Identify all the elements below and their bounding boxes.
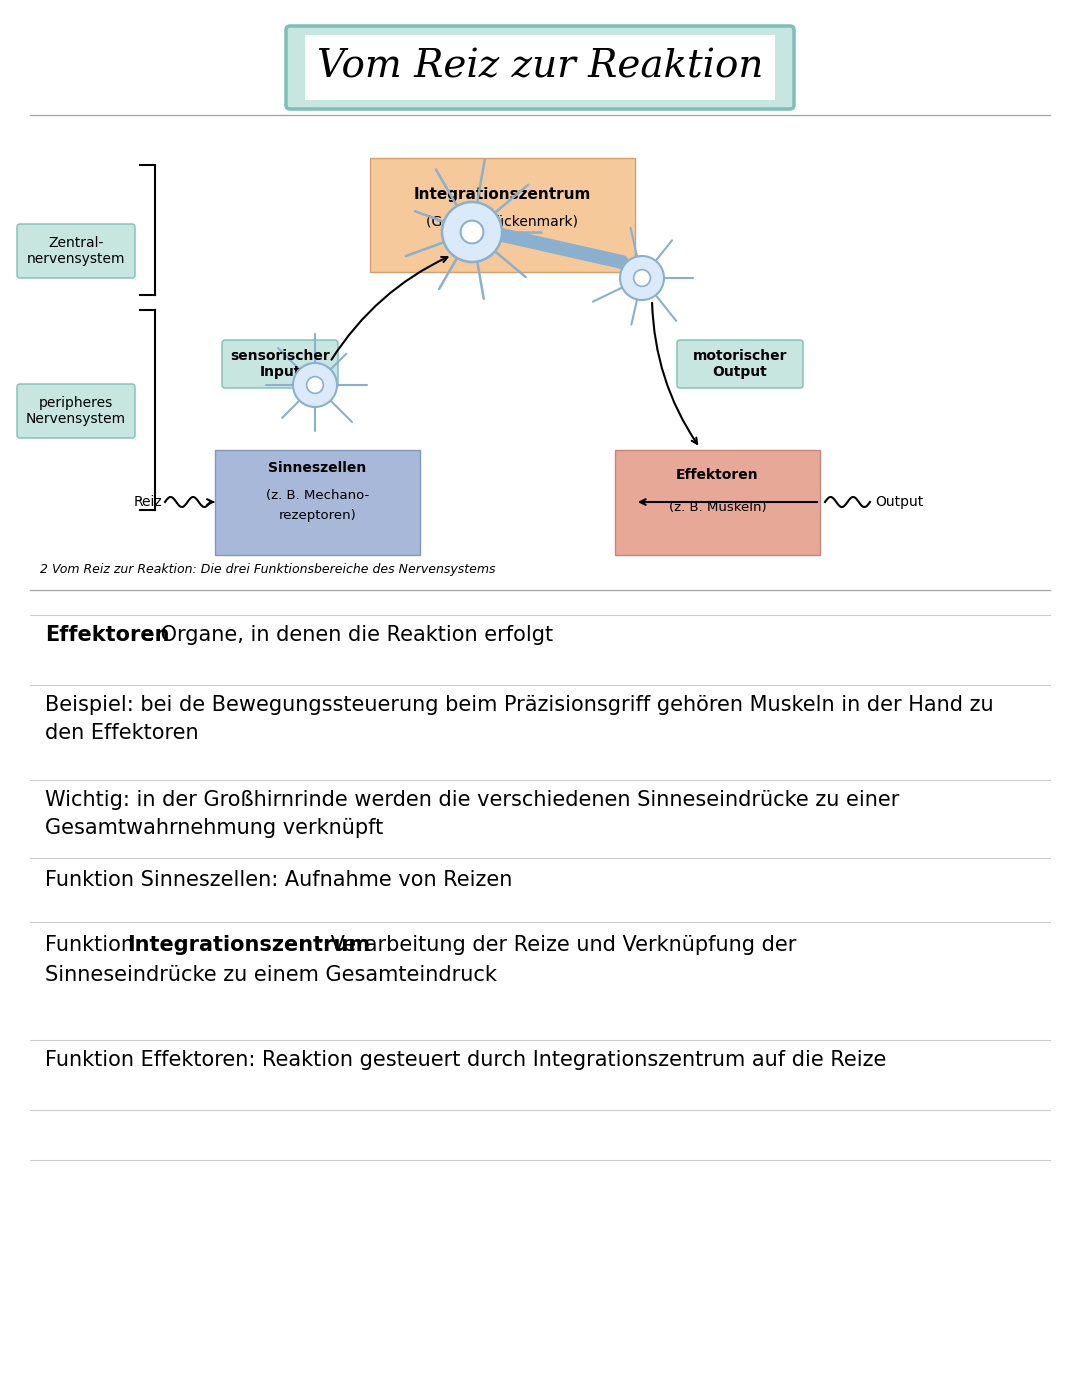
Circle shape: [634, 269, 650, 286]
Circle shape: [442, 202, 502, 262]
Text: (Gehirn, Rückenmark): (Gehirn, Rückenmark): [427, 215, 579, 229]
Text: motorischer
Output: motorischer Output: [692, 349, 787, 379]
Text: rezeptoren): rezeptoren): [279, 509, 356, 523]
Text: : Organe, in denen die Reaktion erfolgt: : Organe, in denen die Reaktion erfolgt: [147, 625, 553, 644]
Text: : Verarbeitung der Reize und Verknüpfung der: : Verarbeitung der Reize und Verknüpfung…: [318, 935, 796, 956]
FancyBboxPatch shape: [222, 340, 338, 388]
Text: Funktion Sinneszellen: Aufnahme von Reizen: Funktion Sinneszellen: Aufnahme von Reiz…: [45, 870, 512, 890]
Text: Vom Reiz zur Reaktion: Vom Reiz zur Reaktion: [316, 49, 764, 85]
Text: Funktion: Funktion: [45, 935, 140, 956]
Text: Sinneseindrücke zu einem Gesamteindruck: Sinneseindrücke zu einem Gesamteindruck: [45, 965, 497, 985]
Circle shape: [293, 363, 337, 407]
FancyBboxPatch shape: [370, 158, 635, 272]
Circle shape: [620, 257, 664, 300]
FancyBboxPatch shape: [17, 225, 135, 278]
Text: Output: Output: [875, 495, 923, 509]
Text: sensorischer
Input: sensorischer Input: [230, 349, 329, 379]
FancyBboxPatch shape: [286, 27, 794, 109]
Circle shape: [460, 220, 484, 243]
Text: Sinneszellen: Sinneszellen: [268, 460, 366, 476]
FancyBboxPatch shape: [615, 451, 820, 555]
Text: Effektoren: Effektoren: [676, 467, 759, 483]
Circle shape: [307, 377, 323, 393]
Text: Integrationszentrum: Integrationszentrum: [414, 187, 591, 202]
FancyBboxPatch shape: [17, 384, 135, 438]
Text: peripheres
Nervensystem: peripheres Nervensystem: [26, 396, 126, 425]
Text: 2 Vom Reiz zur Reaktion: Die drei Funktionsbereiche des Nervensystems: 2 Vom Reiz zur Reaktion: Die drei Funkti…: [40, 564, 496, 576]
FancyBboxPatch shape: [215, 451, 420, 555]
Text: Gesamtwahrnehmung verknüpft: Gesamtwahrnehmung verknüpft: [45, 817, 383, 838]
FancyBboxPatch shape: [677, 340, 804, 388]
Text: Beispiel: bei de Bewegungssteuerung beim Präzisionsgriff gehören Muskeln in der : Beispiel: bei de Bewegungssteuerung beim…: [45, 695, 994, 716]
FancyBboxPatch shape: [305, 35, 775, 100]
Text: Funktion Effektoren: Reaktion gesteuert durch Integrationszentrum auf die Reize: Funktion Effektoren: Reaktion gesteuert …: [45, 1050, 887, 1070]
Text: (z. B. Mechano-: (z. B. Mechano-: [266, 488, 369, 501]
Text: Wichtig: in der Großhirnrinde werden die verschiedenen Sinneseindrücke zu einer: Wichtig: in der Großhirnrinde werden die…: [45, 790, 900, 810]
Text: (z. B. Muskeln): (z. B. Muskeln): [669, 501, 767, 515]
Text: Effektoren: Effektoren: [45, 625, 170, 644]
Text: Zentral-
nervensystem: Zentral- nervensystem: [27, 236, 125, 266]
Text: Reiz: Reiz: [133, 495, 162, 509]
Text: Integrationszentrum: Integrationszentrum: [127, 935, 370, 956]
Text: den Effektoren: den Effektoren: [45, 723, 199, 744]
